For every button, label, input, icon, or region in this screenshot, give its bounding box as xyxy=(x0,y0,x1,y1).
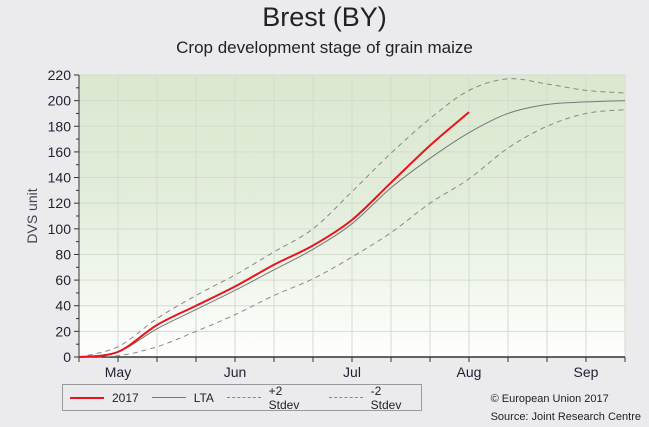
copyright-text: © European Union 2017 xyxy=(490,393,609,405)
legend-label: LTA xyxy=(193,390,214,405)
y-tick-label: 100 xyxy=(48,221,72,237)
legend-label: 2017 xyxy=(112,390,139,405)
y-tick-label: 140 xyxy=(48,170,72,186)
y-tick-label: 60 xyxy=(55,272,71,288)
legend-label: +2 Stdev xyxy=(268,383,300,412)
y-tick-label: 160 xyxy=(48,144,72,160)
credits: © European Union 2017 Source: Joint Rese… xyxy=(491,390,641,426)
legend-swatch xyxy=(328,397,363,398)
chart-subtitle: Crop development stage of grain maize xyxy=(176,38,473,57)
x-tick-label: Jul xyxy=(343,364,361,380)
legend: 2017 LTA +2 Stdev -2 Stdev xyxy=(62,383,422,412)
legend-item[interactable]: -2 Stdev xyxy=(328,383,415,412)
y-tick-label: 180 xyxy=(48,118,72,134)
y-tick-label: 80 xyxy=(55,246,71,262)
legend-swatch xyxy=(70,396,104,399)
legend-item[interactable]: 2017 xyxy=(70,391,139,405)
x-tick-label: Sep xyxy=(574,364,599,380)
y-axis-label: DVS unit xyxy=(24,188,40,243)
y-tick-label: 120 xyxy=(48,195,72,211)
y-tick-label: 200 xyxy=(48,93,72,109)
legend-swatch xyxy=(151,397,186,398)
legend-item[interactable]: LTA xyxy=(151,390,214,405)
y-tick-label: 220 xyxy=(48,67,72,83)
series-line-2-stdev xyxy=(78,78,626,358)
y-tick-label: 20 xyxy=(55,323,71,339)
chart-title: Brest (BY) xyxy=(262,2,387,32)
y-tick-label: 40 xyxy=(55,298,71,314)
series-line-lta xyxy=(78,100,626,358)
x-tick-label: May xyxy=(105,364,131,380)
legend-label: -2 Stdev xyxy=(370,383,402,412)
y-tick-label: 0 xyxy=(63,349,71,365)
legend-swatch xyxy=(226,397,261,398)
series-line-2017 xyxy=(78,111,470,358)
legend-item[interactable]: +2 Stdev xyxy=(226,383,316,412)
source-text: Source: Joint Research Centre xyxy=(490,411,641,423)
x-tick-label: Aug xyxy=(457,364,482,380)
series-line-2-stdev xyxy=(78,109,626,358)
x-tick-label: Jun xyxy=(224,364,247,380)
